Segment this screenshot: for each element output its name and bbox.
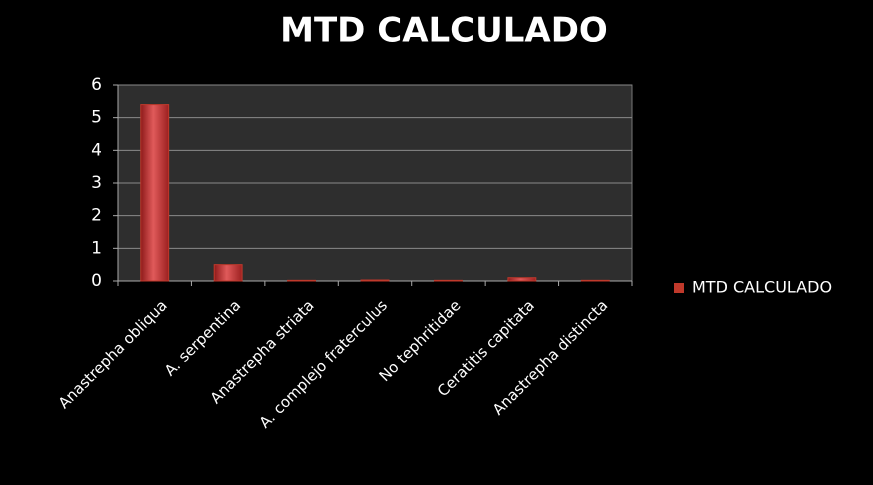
y-tick-label: 6 [91, 75, 102, 95]
bar [213, 264, 243, 282]
chart-title: MTD CALCULADO [280, 11, 608, 51]
y-tick-label: 4 [91, 140, 102, 160]
y-tick-label: 0 [91, 271, 102, 291]
bar [433, 279, 463, 282]
y-tick-label: 3 [91, 173, 102, 193]
y-tick-label: 1 [91, 238, 102, 258]
legend-label: MTD CALCULADO [692, 278, 832, 297]
bar [360, 279, 390, 282]
bar [507, 277, 537, 282]
bar [287, 279, 317, 282]
y-tick-label: 5 [91, 108, 102, 128]
legend-marker [674, 283, 684, 293]
y-tick-label: 2 [91, 206, 102, 226]
bar [580, 279, 610, 282]
bar [140, 104, 170, 282]
